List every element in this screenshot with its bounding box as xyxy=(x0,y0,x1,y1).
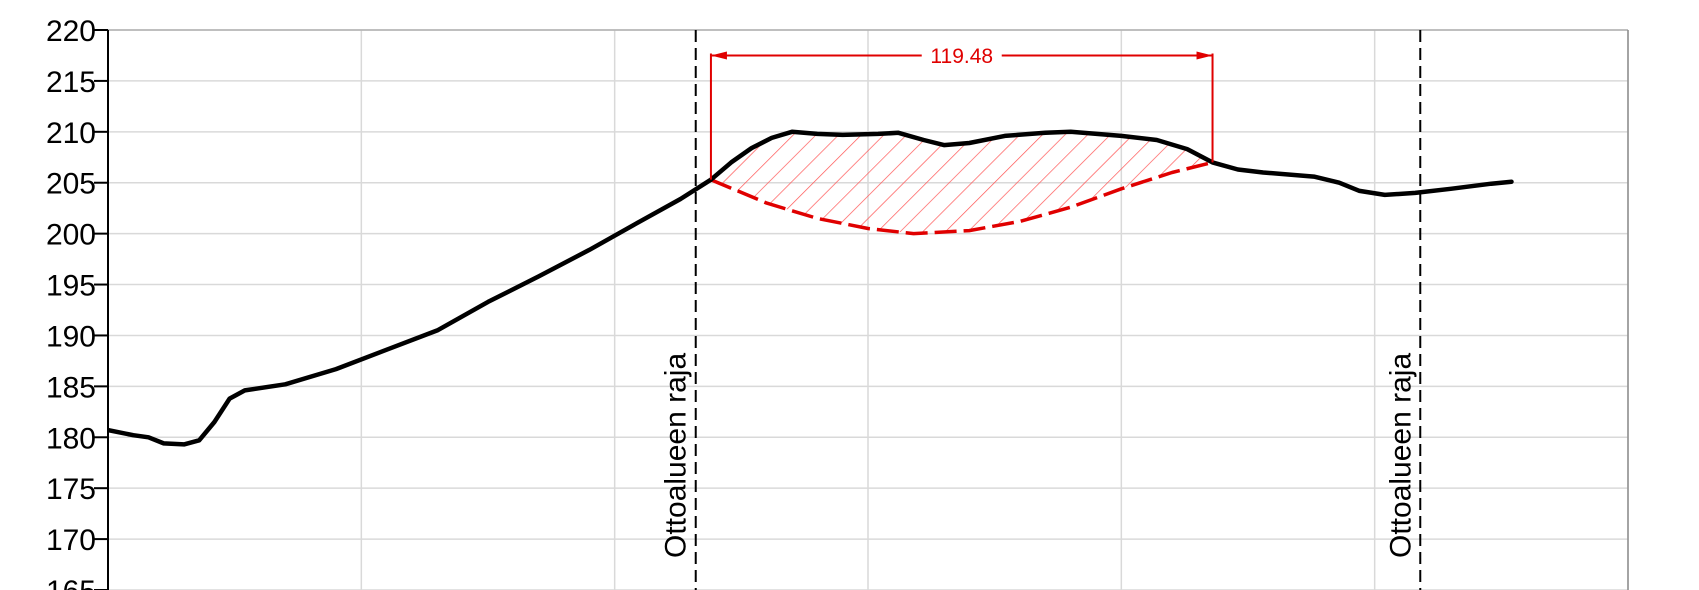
y-tick-label: 220 xyxy=(46,15,96,48)
dimension-arrow-left xyxy=(710,51,727,60)
y-tick-label: 215 xyxy=(46,66,96,99)
y-tick-label: 165 xyxy=(46,575,96,590)
boundary-label: Ottoalueen raja xyxy=(660,353,693,558)
y-tick-label: 170 xyxy=(46,524,96,557)
boundary-label: Ottoalueen raja xyxy=(1384,353,1417,558)
y-tick-label: 175 xyxy=(46,473,96,506)
profile-lines xyxy=(108,129,1514,447)
dimension-arrow-right xyxy=(1196,51,1213,60)
y-axis: 220 215 210 205 200 195 190 185 180 175 170 165 xyxy=(46,15,109,590)
dimension-annotation: 119.48 xyxy=(709,43,1214,180)
extraction-boundaries: Ottoalueen raja Ottoalueen raja xyxy=(660,30,1422,590)
y-tick-label: 205 xyxy=(46,168,96,201)
extraction-area xyxy=(710,131,1213,234)
y-tick-label: 185 xyxy=(46,371,96,404)
y-tick-label: 210 xyxy=(46,117,96,150)
extraction-bottom-line xyxy=(710,160,1213,236)
dimension-label-bg xyxy=(921,43,1002,68)
y-tick-label: 190 xyxy=(46,320,96,353)
y-tick-label: 195 xyxy=(46,270,96,303)
y-tick-label: 180 xyxy=(46,422,96,455)
terrain-line xyxy=(108,129,1514,447)
y-tick-label: 200 xyxy=(46,219,96,252)
grid xyxy=(108,29,1629,590)
dimension-label: 119.48 xyxy=(930,45,993,68)
hatched-extraction-area xyxy=(710,131,1213,234)
